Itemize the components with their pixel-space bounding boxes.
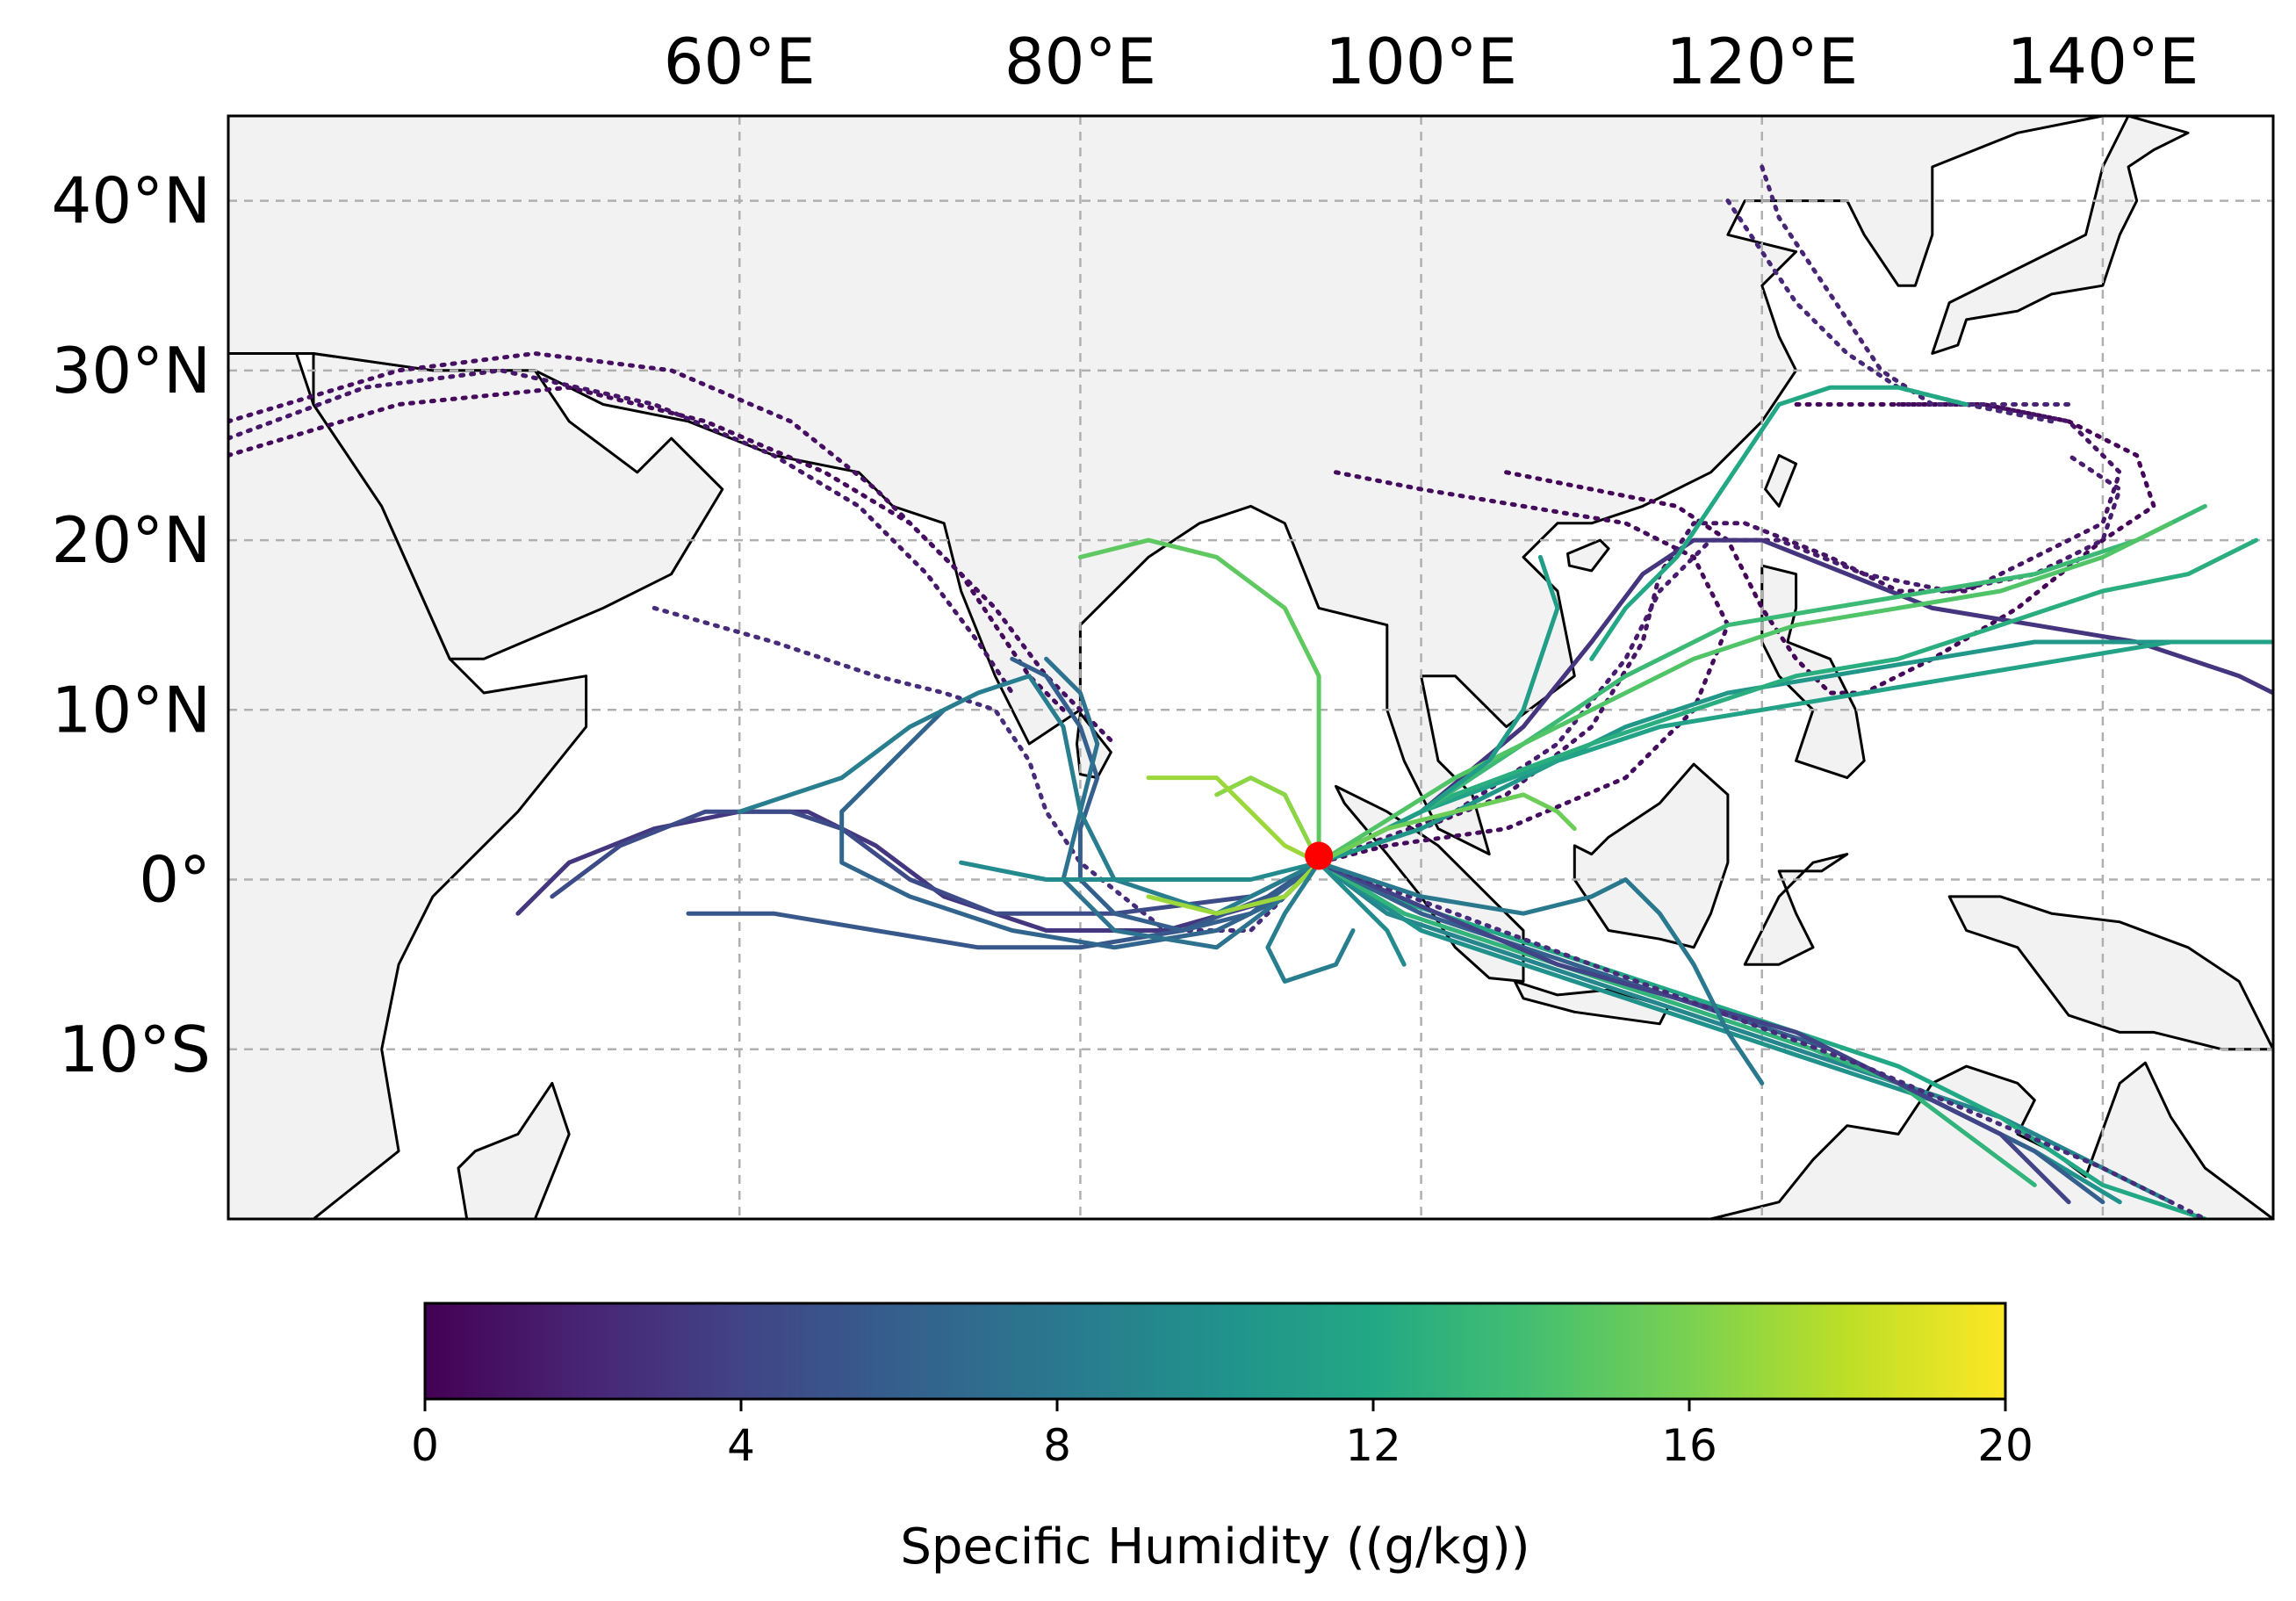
trajectory-35: [1316, 860, 2071, 1205]
trajectory-30: [1316, 860, 2173, 1205]
colorbar-tick-label: 4: [727, 1420, 755, 1471]
longitude-label: 100°E: [1325, 25, 1517, 98]
trajectory-27: [1214, 775, 1321, 865]
trajectory-26: [1316, 792, 1577, 865]
trajectory-36: [1316, 860, 2207, 1219]
longitude-tick-labels: 60°E 80°E 100°E 120°E 140°E: [664, 25, 2199, 98]
latitude-label: 10°N: [52, 673, 211, 746]
trajectory-33: [1316, 860, 2037, 1187]
landmass-5: [1513, 980, 1670, 1026]
landmass-9: [1641, 1061, 2273, 1219]
latitude-label: 0°: [139, 843, 211, 917]
landmass-7: [1743, 853, 1849, 966]
trajectory-39: [1265, 860, 1356, 984]
trajectory-8: [839, 707, 1321, 950]
colorbar-ticks: 0 4 8 12 16 20: [411, 1399, 2033, 1471]
trajectory-7: [1010, 656, 1321, 933]
longitude-label: 120°E: [1666, 25, 1858, 98]
latitude-label: 30°N: [52, 334, 211, 407]
latitude-tick-labels: 40°N 30°N 20°N 10°N 0° 10°S: [52, 164, 211, 1086]
colorbar-tick-label: 20: [1977, 1420, 2033, 1471]
landmass-6: [1573, 762, 1730, 949]
landmass-1: [312, 352, 724, 660]
landmass-2: [228, 116, 2105, 856]
longitude-label: 140°E: [2006, 25, 2199, 98]
trajectory-11: [959, 860, 1321, 882]
gridlines: [228, 116, 2273, 1219]
latitude-label: 40°N: [52, 164, 211, 238]
map-panel: [227, 114, 2275, 1221]
land-masses: [228, 116, 2273, 1219]
trajectory-22: [1316, 503, 2207, 865]
trajectory-14: [1316, 402, 2122, 865]
colorbar-tick-label: 12: [1345, 1420, 1401, 1471]
trajectory-24: [1589, 385, 1969, 661]
trajectory-16: [1760, 164, 2071, 407]
trajectory-28: [1146, 775, 1321, 916]
longitude-label: 60°E: [664, 25, 816, 98]
colorbar: 0 4 8 12 16 20 Specific Humidity ((g/kg)): [411, 1302, 2033, 1576]
target-location-marker: [1305, 841, 1334, 870]
landmass-11: [1764, 454, 1798, 508]
trajectory-2: [228, 368, 1015, 696]
trajectory-0: [228, 385, 1066, 712]
colorbar-tick-label: 0: [411, 1420, 439, 1471]
colorbar-tick-label: 16: [1661, 1420, 1717, 1471]
trajectory-1: [228, 351, 1117, 746]
trajectory-23: [1316, 521, 2173, 865]
trajectory-37: [1316, 860, 1765, 1085]
landmass-8: [1947, 895, 2273, 1051]
trajectory-38: [1316, 860, 1407, 967]
landmass-13: [1931, 116, 2190, 355]
trajectory-15: [1316, 453, 2122, 865]
trajectory-10: [737, 674, 1321, 916]
map-frame: [227, 114, 2275, 1221]
trajectories: [228, 164, 2273, 1219]
colorbar-label: Specific Humidity ((g/kg)): [900, 1518, 1529, 1576]
longitude-label: 80°E: [1004, 25, 1156, 98]
trajectory-21: [1316, 537, 2259, 865]
landmass-12: [1566, 538, 1610, 573]
trajectory-29: [1077, 537, 1321, 865]
colorbar-tick-label: 8: [1043, 1420, 1071, 1471]
landmass-14: [457, 1081, 571, 1219]
trajectory-20: [1316, 639, 2273, 865]
latitude-label: 20°N: [52, 503, 211, 577]
latitude-label: 10°S: [59, 1013, 211, 1086]
colorbar-gradient: [423, 1302, 2007, 1401]
